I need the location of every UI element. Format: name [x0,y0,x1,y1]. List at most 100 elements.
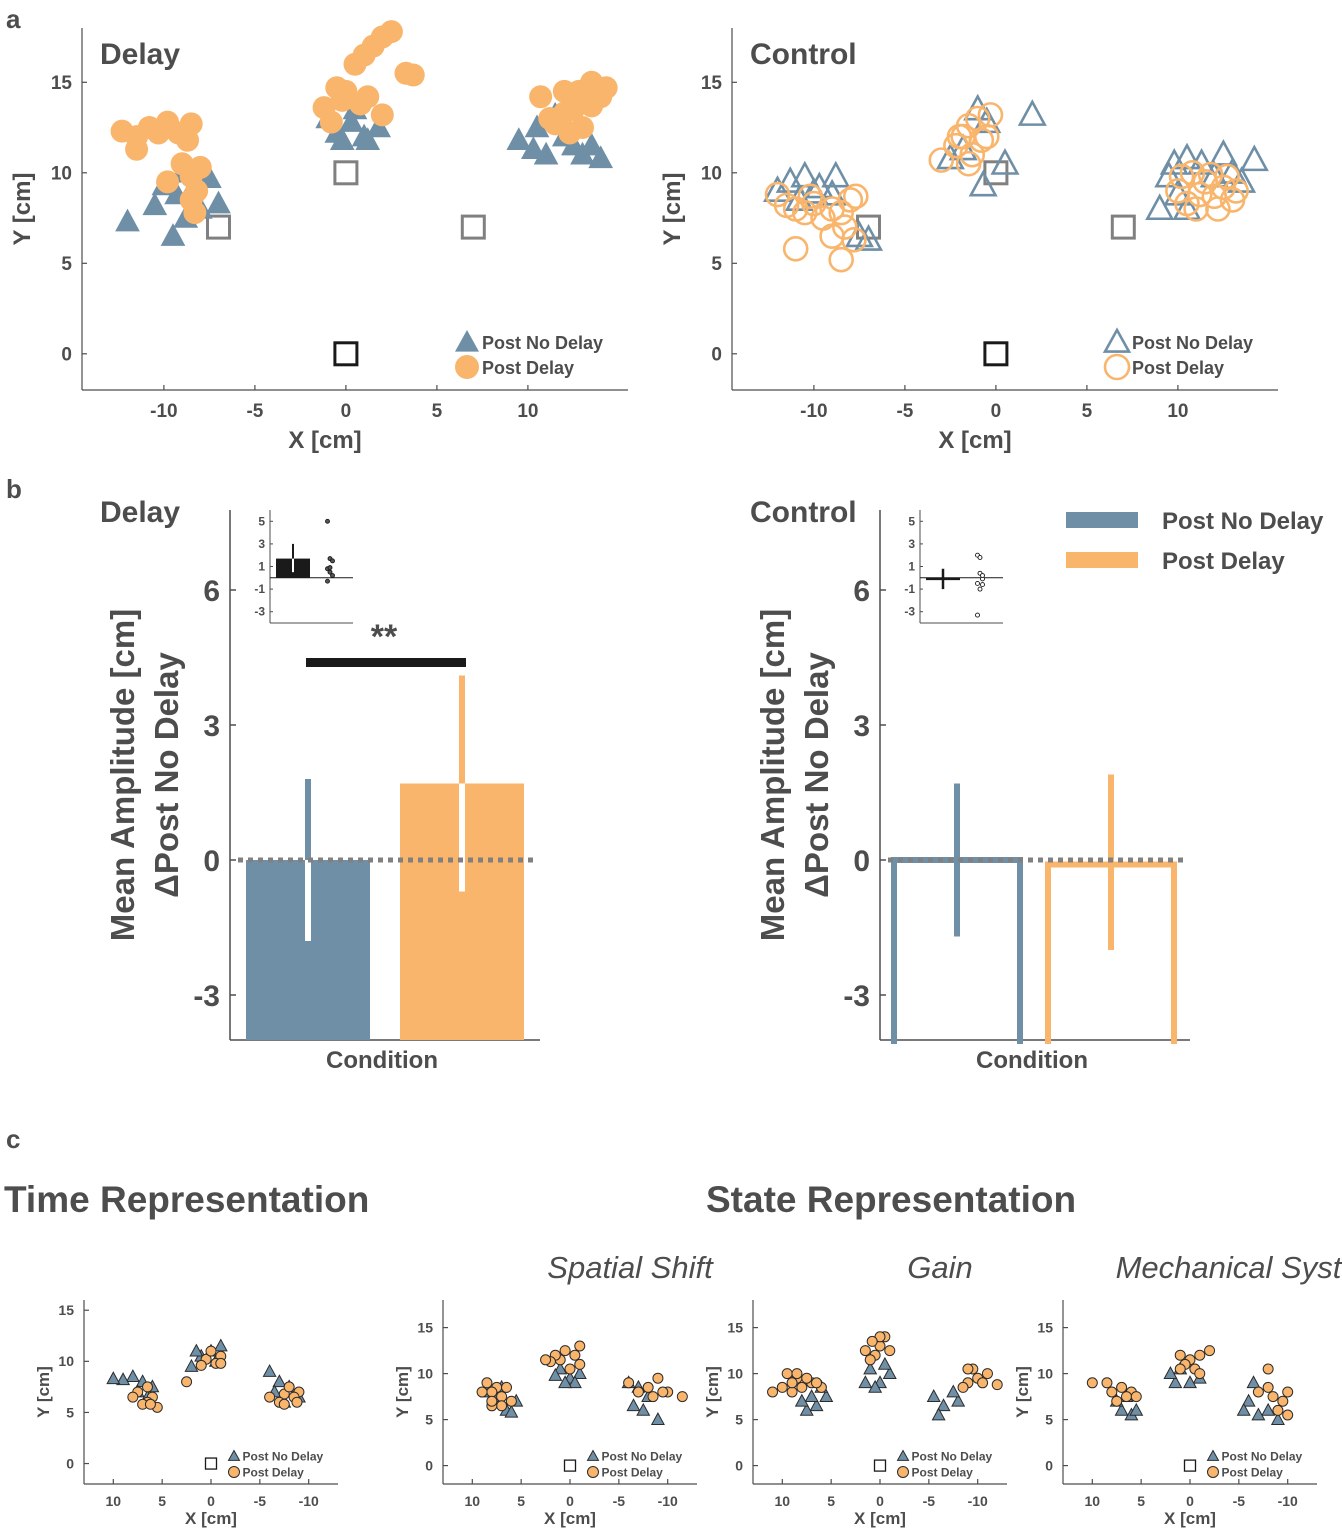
x-tick-label: 5 [432,401,443,422]
inset-y-tick-label: 5 [258,514,265,528]
home-square [204,1457,218,1470]
data-point-triangle [936,1398,951,1412]
x-tick-label: 5 [827,1493,835,1509]
inset-data-point [325,578,330,584]
panel-label-b: b [6,474,22,504]
data-point-triangle [951,1393,966,1407]
scatter-plot-c_mech: 0 5 10 15 10 5 0 -5 -10 X [cm] Y [cm] Mechanical Sy… [1013,1250,1342,1528]
y-tick-label: 5 [61,254,72,275]
data-point-triangle [1129,1402,1144,1416]
x-tick-label: -5 [923,1493,936,1509]
legend-marker-circle [455,355,479,379]
data-point-circle [486,1386,498,1398]
data-point-circle [481,1377,493,1389]
data-point-triangle [819,1389,834,1402]
home-square [1183,1459,1197,1472]
data-point-triangle [626,1398,641,1412]
data-point-circle [782,236,809,262]
x-tick-label: 10 [775,1493,791,1509]
data-point-triangle [650,1412,665,1425]
x-tick-label: 0 [876,1493,884,1509]
data-point-triangle [853,224,884,251]
inset-plot: -3 -1 1 3 5 [904,510,1003,624]
data-point-circle [1174,1363,1186,1375]
x-tick-label: 0 [566,1493,574,1509]
legend-label: Post Delay [602,1466,664,1480]
data-point-circle [127,1391,139,1403]
scatter-plot-c_gain: 0 5 10 15 10 5 0 -5 -10 X [cm] Y [cm] Gain Post No D… [703,1250,1007,1528]
x-tick-label: 0 [207,1493,215,1509]
data-point-triangle [926,1389,941,1402]
bar-chart-b_control: -3 0 3 6 Condition Mean Amplitude [cm] ΔPost N… [750,496,1190,1074]
data-point-circle [476,1386,488,1398]
data-point-circle [1168,163,1195,190]
data-point-circle [647,1391,659,1403]
legend-label-no-delay: Post No Delay [1162,508,1324,535]
data-point-circle [797,183,824,210]
x-tick-label: 10 [517,401,538,422]
data-point-circle [946,123,973,150]
data-point-triangle [1145,193,1175,221]
target-square [460,214,486,240]
y-tick-label: 0 [735,1458,743,1474]
significance-bar [306,658,466,667]
data-point-triangle [567,1375,582,1389]
home-square [563,1459,577,1472]
data-point-circle [1223,178,1249,204]
y-tick-label: 0 [66,1455,74,1471]
data-point-circle [1272,1404,1284,1416]
data-point-circle [370,103,394,127]
data-point-circle [1130,1391,1142,1403]
panel-label-a: a [6,4,21,34]
data-point-triangle [548,1367,563,1381]
x-axis-label: X [cm] [938,427,1011,454]
legend-marker-circle [1207,1466,1219,1478]
y-tick-label: 15 [417,1320,433,1336]
inset-y-tick-label: -3 [254,605,265,619]
data-point-circle [781,1368,793,1380]
data-point-circle [991,1379,1003,1391]
data-point-triangle [809,1398,824,1412]
data-point-circle [540,1354,552,1366]
data-point-triangle [115,208,140,232]
data-point-circle [1205,196,1231,222]
data-point-circle [866,1335,878,1347]
data-point-triangle [572,1366,587,1379]
data-point-triangle [877,1356,892,1370]
y-tick-label: 15 [727,1320,743,1336]
data-point-triangle [1159,148,1189,175]
legend-marker-circle [897,1466,909,1478]
x-axis-label: Condition [976,1047,1088,1074]
data-point-triangle [1168,1375,1183,1389]
y-tick-label: 15 [51,73,73,94]
data-point-circle [195,1359,207,1371]
y-tick-label: 15 [58,1302,74,1318]
data-point-triangle [553,1361,568,1375]
x-axis-label: X [cm] [185,1509,237,1528]
x-axis-label: X [cm] [288,427,361,454]
data-point-circle [1282,1409,1294,1421]
y-axis-label: Y [cm] [703,1366,722,1418]
x-tick-label: -5 [896,401,913,422]
x-tick-label: 10 [1167,401,1188,422]
legend-marker-triangle [227,1449,241,1461]
data-point-circle [183,201,207,225]
data-point-triangle [213,1338,228,1352]
data-point-triangle [1236,1402,1251,1416]
data-point-circle [1282,1386,1294,1398]
x-tick-label: 5 [158,1493,166,1509]
data-point-triangle [799,1402,814,1416]
plot-title: Gain [907,1250,972,1285]
data-point-circle [1262,1381,1274,1393]
data-point-circle [864,1354,876,1366]
data-point-circle [1174,1349,1186,1361]
inset-y-tick-label: 1 [258,560,265,574]
inset-data-point [325,518,330,524]
data-point-circle [283,1381,295,1393]
data-point-circle [1204,1345,1216,1357]
data-point-triangle [868,1379,883,1393]
inset-y-tick-label: 3 [258,537,265,551]
y-axis-label: Y [cm] [659,173,686,246]
data-point-circle [564,1363,576,1375]
